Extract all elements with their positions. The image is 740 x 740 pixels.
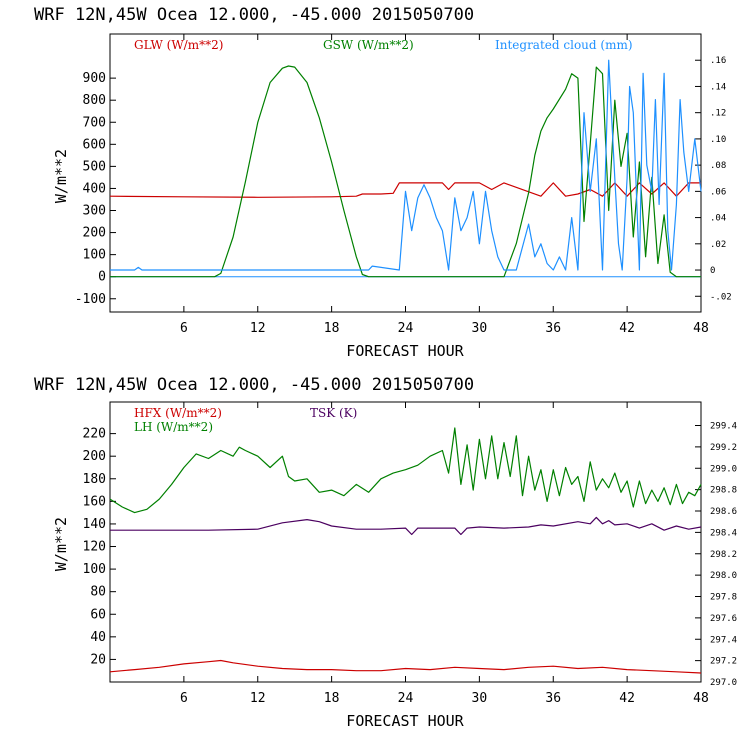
y-tick-label: 100: [83, 562, 106, 577]
x-tick-label: 42: [619, 691, 635, 706]
x-tick-label: 30: [472, 691, 488, 706]
panel-2-frame: [109, 401, 702, 683]
x-tick-label: 48: [693, 321, 709, 336]
x-tick-label: 6: [180, 321, 188, 336]
panel-1-xlabel: FORECAST HOUR: [346, 342, 464, 360]
x-tick-label: 36: [545, 321, 561, 336]
y2-tick-label: 297.6: [710, 614, 737, 624]
y-tick-label: 200: [83, 226, 106, 241]
y2-tick-label: 0: [710, 266, 715, 276]
y2-tick-label: 297.0: [710, 678, 737, 688]
panel-2-legend-hfx: HFX (W/m**2): [134, 406, 222, 420]
y-tick-label: 800: [83, 93, 106, 108]
x-tick-label: 18: [324, 321, 340, 336]
y2-tick-label: .08: [710, 161, 726, 171]
y2-tick-label: 299.2: [710, 443, 737, 453]
x-tick-label: 24: [398, 321, 414, 336]
x-tick-label: 36: [545, 691, 561, 706]
y-tick-label: 600: [83, 137, 106, 152]
y2-tick-label: .16: [710, 56, 726, 66]
panel-1-axes: 6 12 18 24 30 36 42 48 -100 0 100 200 300 400 500 600 70…: [75, 34, 732, 336]
panel-2-ylabel: W/m**2: [52, 517, 70, 571]
y-tick-label: 140: [83, 517, 106, 532]
y2-tick-label: 297.4: [710, 635, 737, 645]
x-tick-label: 6: [180, 691, 188, 706]
x-tick-label: 48: [693, 691, 709, 706]
panel-2-legend-tsk: TSK (K): [310, 406, 357, 420]
panel-2-xlabel: FORECAST HOUR: [346, 712, 464, 730]
y2-tick-label: .04: [710, 214, 726, 224]
y2-tick-label: 298.2: [710, 550, 737, 560]
panel-1-legend-gsw: GSW (W/m**2): [323, 38, 414, 52]
x-tick-label: 24: [398, 691, 414, 706]
y-tick-label: -100: [75, 292, 106, 307]
panel-2: WRF 12N,45W Ocea 12.000, -45.000 2015050…: [34, 375, 737, 730]
y-tick-label: 700: [83, 115, 106, 130]
series-line-integrated: [110, 59, 702, 271]
y-tick-label: 220: [83, 427, 106, 442]
y-tick-label: 0: [98, 270, 106, 285]
x-tick-label: 42: [619, 321, 635, 336]
y2-tick-label: 297.2: [710, 657, 737, 667]
y2-tick-label: 299.4: [710, 422, 737, 432]
panel-1-title: WRF 12N,45W Ocea 12.000, -45.000 2015050…: [34, 5, 474, 25]
y2-tick-label: 298.8: [710, 486, 737, 496]
panel-1-series: [109, 59, 702, 278]
x-tick-label: 30: [472, 321, 488, 336]
y-tick-label: 400: [83, 181, 106, 196]
panel-2-legend-lh: LH (W/m**2): [134, 420, 213, 434]
y-tick-label: 180: [83, 472, 106, 487]
panel-1-ylabel: W/m**2: [52, 149, 70, 203]
x-tick-label: 12: [250, 321, 266, 336]
panel-2-series: [109, 427, 702, 674]
y-tick-label: 40: [90, 630, 106, 645]
x-tick-label: 18: [324, 691, 340, 706]
y-tick-label: 160: [83, 494, 106, 509]
series-line-lh: [109, 427, 702, 514]
series-line-gsw: [110, 65, 701, 278]
y2-tick-label: .10: [710, 135, 726, 145]
y2-tick-label: 299.0: [710, 464, 737, 474]
panel-2-title: WRF 12N,45W Ocea 12.000, -45.000 2015050…: [34, 375, 474, 395]
panel-1-legend-cloud: Integrated cloud (mm): [495, 38, 633, 52]
y2-tick-label: -.02: [710, 292, 732, 302]
y-tick-label: 100: [83, 248, 106, 263]
y2-tick-label: 297.8: [710, 593, 737, 603]
panel-2-axes: 6 12 18 24 30 36 42 48 20 40 60 80 100 120 140 160 180 20…: [83, 402, 737, 706]
y2-tick-label: .06: [710, 187, 726, 197]
y2-tick-label: .12: [710, 109, 726, 119]
y-tick-label: 120: [83, 540, 106, 555]
y-tick-label: 300: [83, 204, 106, 219]
series-line-tsk: [110, 516, 702, 536]
y2-tick-label: .02: [710, 240, 726, 250]
y-tick-label: 500: [83, 159, 106, 174]
y-tick-label: 20: [90, 652, 106, 667]
y-tick-label: 200: [83, 449, 106, 464]
y2-tick-label: 298.4: [710, 528, 737, 538]
panel-1: WRF 12N,45W Ocea 12.000, -45.000 2015050…: [34, 5, 732, 360]
y2-tick-label: 298.6: [710, 507, 737, 517]
y-tick-label: 80: [90, 585, 106, 600]
y2-tick-label: .14: [710, 82, 726, 92]
y-tick-label: 60: [90, 607, 106, 622]
y-tick-label: 900: [83, 71, 106, 86]
x-tick-label: 12: [250, 691, 266, 706]
series-line-hfx: [109, 659, 702, 674]
panel-1-legend-glw: GLW (W/m**2): [134, 38, 223, 52]
y2-tick-label: 298.0: [710, 571, 737, 581]
